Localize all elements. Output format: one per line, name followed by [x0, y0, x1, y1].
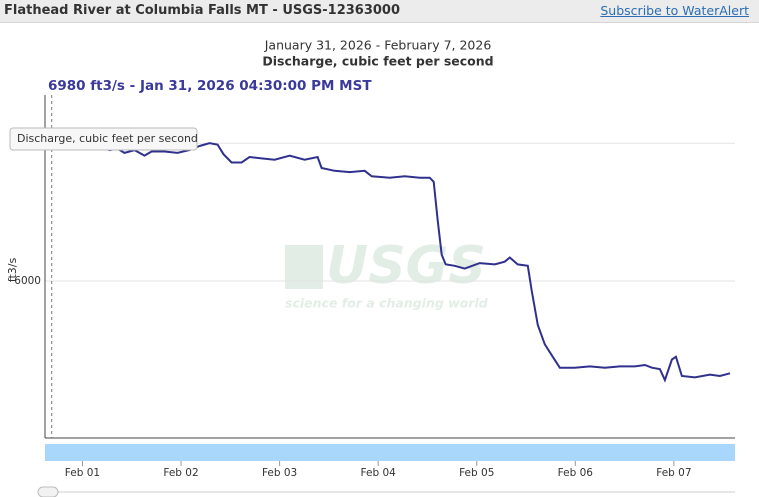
x-tick-label: Feb 01 — [65, 467, 100, 479]
tooltip-header: 6980 ft3/s - Jan 31, 2026 04:30:00 PM MS… — [48, 78, 372, 94]
x-tick-label: Feb 03 — [262, 467, 297, 479]
tooltip-box — [9, 127, 198, 151]
page-title: Flathead River at Columbia Falls MT - US… — [4, 3, 401, 18]
watermark: USGS science for a changing world — [285, 236, 489, 311]
chart-subtitle: January 31, 2026 - February 7, 2026 — [264, 38, 492, 53]
x-tick-label: Feb 06 — [558, 467, 594, 479]
tooltip: Discharge, cubic feet per second — [9, 127, 198, 151]
scrollbar-handle[interactable] — [37, 486, 59, 497]
header: Flathead River at Columbia Falls MT - US… — [0, 0, 759, 23]
series-line — [51, 142, 731, 383]
chart-title: Discharge, cubic feet per second — [262, 54, 493, 69]
y-axis-label: ft3/s — [6, 258, 19, 283]
watermark-text: USGS — [326, 236, 486, 296]
watermark-logo — [285, 245, 323, 289]
water-alert-link[interactable]: Subscribe to WaterAlert — [600, 3, 749, 18]
chart: January 31, 2026 - February 7, 2026 Disc… — [6, 38, 735, 497]
navigator[interactable] — [45, 444, 735, 461]
x-tick-label: Feb 05 — [459, 467, 494, 479]
x-tick-label: Feb 02 — [163, 467, 198, 479]
x-tick-label: Feb 04 — [361, 467, 397, 479]
tooltip-label: Discharge, cubic feet per second — [17, 132, 198, 145]
x-tick-label: Feb 07 — [656, 467, 691, 479]
watermark-tagline: science for a changing world — [285, 296, 489, 311]
y-tick-label: 6000 — [14, 275, 41, 287]
